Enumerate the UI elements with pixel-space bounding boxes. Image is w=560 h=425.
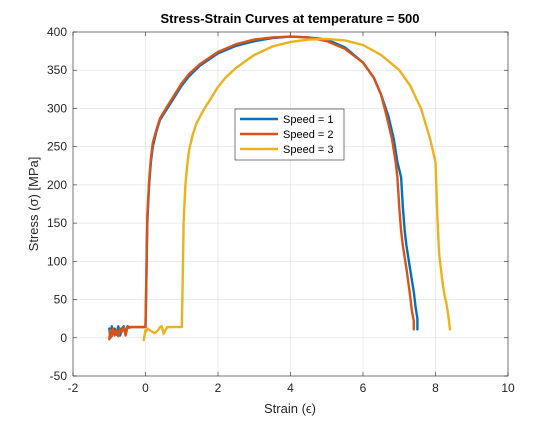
x-tick-label: 0: [142, 381, 149, 395]
y-axis-label: Stress (σ) [MPa]: [26, 157, 41, 252]
y-tick-label: 0: [60, 331, 67, 345]
x-tick-label: -2: [68, 381, 79, 395]
legend-label-speed-3: Speed = 3: [283, 144, 333, 156]
legend-label-speed-1: Speed = 1: [283, 114, 333, 126]
y-tick-label: 350: [47, 63, 67, 77]
y-tick-label: 150: [47, 216, 67, 230]
legend-entries: Speed = 1 Speed = 2 Speed = 3: [240, 114, 333, 156]
x-tick-label: 8: [432, 381, 439, 395]
y-tick-label: 250: [47, 140, 67, 154]
series-line-speed-3: [142, 37, 452, 342]
legend: Speed = 1 Speed = 2 Speed = 3: [234, 108, 345, 161]
y-tick-label: 50: [54, 293, 68, 307]
tick-labels: -2 0 2 4 6 8 10 -50 0 50 100 150 200 250 300 350 400: [47, 25, 515, 395]
y-tick-label: 400: [47, 25, 67, 39]
x-axis-label: Strain (ϵ): [264, 401, 316, 416]
x-tick-label: 2: [215, 381, 222, 395]
y-tick-label: 200: [47, 178, 67, 192]
y-tick-label: -50: [50, 369, 68, 383]
ticks: [72, 31, 509, 377]
y-tick-label: 300: [47, 101, 67, 115]
y-tick-label: 100: [47, 254, 67, 268]
x-tick-label: 4: [287, 381, 294, 395]
series-line-speed-2: [108, 35, 415, 341]
chart-title: Stress-Strain Curves at temperature = 50…: [160, 11, 419, 26]
x-tick-label: 10: [501, 381, 515, 395]
series-layer: [108, 35, 452, 342]
x-tick-label: 6: [360, 381, 367, 395]
legend-label-speed-2: Speed = 2: [283, 129, 333, 141]
